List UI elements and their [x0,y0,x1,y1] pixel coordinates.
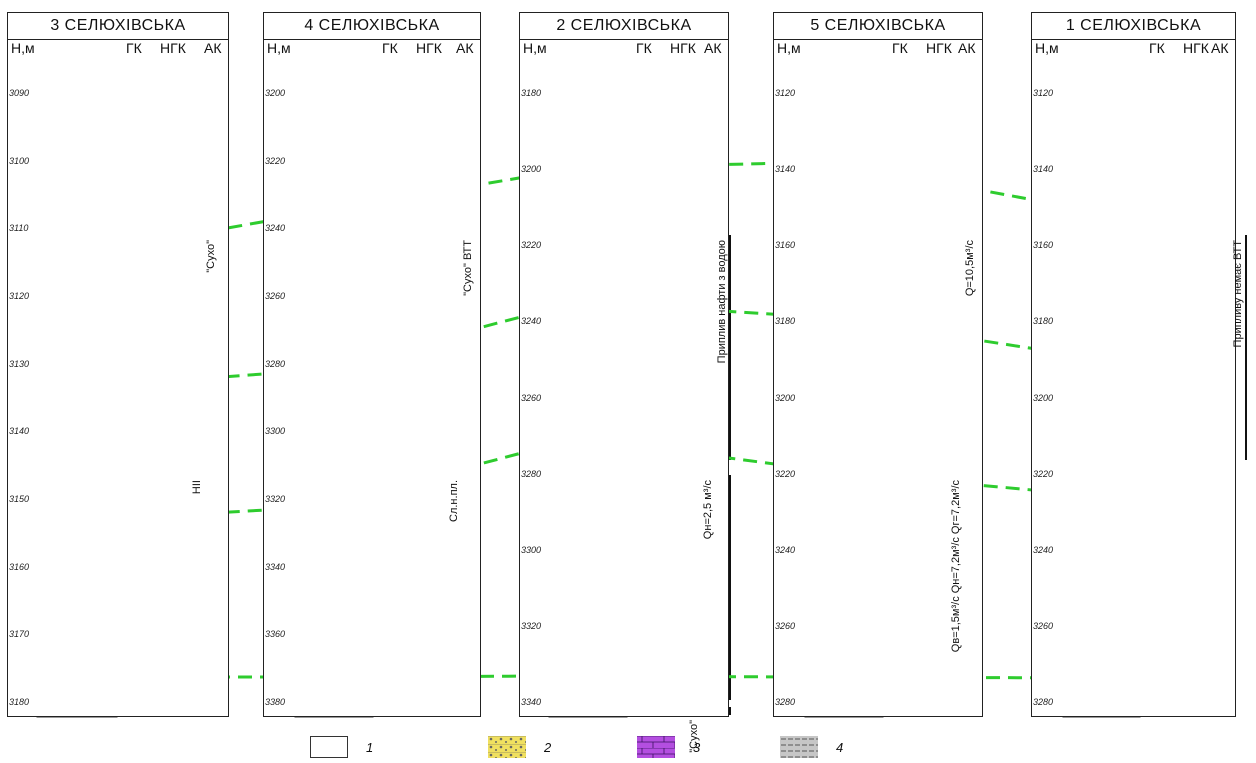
depth-tick: 3220 [775,468,796,479]
depth-tick: 3280 [1033,697,1054,707]
depth-tick: 3150 [9,494,30,504]
test-result-label: Qв=1,5м³/с Qн=7,2м³/с Qг=7,2м³/с [950,480,962,653]
depth-tick: 3090 [9,88,30,98]
depth-tick: 3280 [775,697,796,707]
legend-swatch-sandstone [488,736,526,758]
test-result-label: Qн=2,5 м³/с [702,480,714,540]
well-column-3: 2 СЕЛЮХІВСЬКА H,м ГК НГК АК [519,12,729,717]
test-result-label: Приплив нафти з водою [716,240,728,364]
well-column-2: 4 СЕЛЮХІВСЬКА H,м ГК НГК АК [263,12,481,717]
depth-tick: 3200 [265,88,286,98]
log-header-gk: ГК [892,40,908,56]
log-header-gk: ГК [1149,40,1165,56]
depth-tick: 3320 [265,494,286,504]
depth-tick: 3160 [1033,240,1054,251]
depth-tick: 3240 [775,544,796,555]
test-result-label: Припливу немає ВТТ [1232,240,1244,348]
depth-header: H,м [11,40,35,56]
log-header-ak: АК [704,40,722,56]
test-result-label: "Сухо" ВТТ [462,240,474,296]
well-title: 3 СЕЛЮХІВСЬКА [8,13,228,40]
well-title: 2 СЕЛЮХІВСЬКА [520,13,728,40]
depth-tick: 3200 [1033,392,1054,403]
log-header-ngk: НГК [160,40,186,56]
depth-tick: 3340 [265,561,286,572]
log-header-gk: ГК [382,40,398,56]
depth-tick: 3240 [1033,544,1054,555]
depth-tick: 3110 [9,223,29,234]
legend-swatch-clay [780,736,818,758]
log-header-gk: ГК [636,40,652,56]
depth-tick: 3240 [521,316,542,327]
depth-header: H,м [267,40,291,56]
depth-tick: 3140 [9,426,30,437]
well-column-5: 1 СЕЛЮХІВСЬКА H,м ГК НГК АК [1031,12,1236,717]
depth-tick: 3180 [775,316,796,327]
log-header-ak: АК [204,40,222,56]
depth-tick: 3120 [9,291,30,301]
legend-label: 1 [366,739,374,755]
legend-label: 2 [544,739,552,755]
depth-tick: 3260 [1033,620,1054,631]
depth-tick: 3300 [521,544,542,555]
depth-tick: 3160 [775,240,796,251]
depth-tick: 3220 [1033,468,1054,479]
legend-swatch-limestone [637,736,675,758]
log-header-ngk: НГК [926,40,952,56]
depth-tick: 3240 [265,223,286,234]
depth-tick: 3130 [9,358,30,369]
depth-tick: 3180 [521,88,542,98]
legend-item-4: 4 [780,736,844,758]
well-title: 5 СЕЛЮХІВСЬКА [774,13,982,40]
depth-tick: 3300 [265,426,286,437]
depth-tick: 3260 [775,620,796,631]
depth-tick: 3260 [265,291,286,301]
depth-tick: 3200 [521,164,542,175]
log-header-ngk: НГК [670,40,696,56]
depth-tick: 3280 [265,358,286,369]
log-header-ngk: НГК [1183,40,1209,56]
depth-header: H,м [1035,40,1059,56]
depth-tick: 3320 [521,620,542,631]
depth-tick: 3120 [775,88,796,98]
depth-tick: 3180 [9,697,30,707]
test-result-label: "Сухо" [688,720,700,753]
depth-tick: 3220 [521,240,542,251]
depth-tick: 3170 [9,629,30,640]
log-header-ak: АК [1211,40,1229,56]
depth-tick: 3340 [521,697,542,707]
depth-tick: 3100 [9,155,30,166]
test-result-label: Q=10,5м³/с [964,240,976,297]
log-header-ak: АК [456,40,474,56]
depth-tick: 3360 [265,629,286,640]
legend-swatch-empty [310,736,348,758]
depth-tick: 3160 [9,561,30,572]
log-header-ak: АК [958,40,976,56]
log-header-gk: ГК [126,40,142,56]
depth-header: H,м [523,40,547,56]
well-title: 4 СЕЛЮХІВСЬКА [264,13,480,40]
well-column-4: 5 СЕЛЮХІВСЬКА H,м ГК НГК АК [773,12,983,717]
well-column-1: 3 СЕЛЮХІВСЬКА H,м ГК НГК АК [7,12,229,717]
depth-tick: 3140 [775,164,796,175]
well-title: 1 СЕЛЮХІВСЬКА [1032,13,1235,40]
legend-label: 3 [693,739,701,755]
test-result-label: НІІ [191,480,203,495]
log-header-ngk: НГК [416,40,442,56]
test-result-label: Сл.н.пл. [448,480,460,522]
depth-tick: 3120 [1033,88,1054,98]
depth-tick: 3380 [265,697,286,707]
depth-tick: 3200 [775,392,796,403]
legend-item-2: 2 [488,736,552,758]
test-result-label: "Сухо" [205,240,217,273]
depth-tick: 3220 [265,155,286,166]
legend-label: 4 [836,739,844,755]
depth-tick: 3280 [521,468,542,479]
depth-tick: 3260 [521,392,542,403]
depth-header: H,м [777,40,801,56]
legend-item-3: 3 [637,736,701,758]
depth-tick: 3140 [1033,164,1054,175]
legend-item-1: 1 [310,736,374,758]
depth-tick: 3180 [1033,316,1054,327]
